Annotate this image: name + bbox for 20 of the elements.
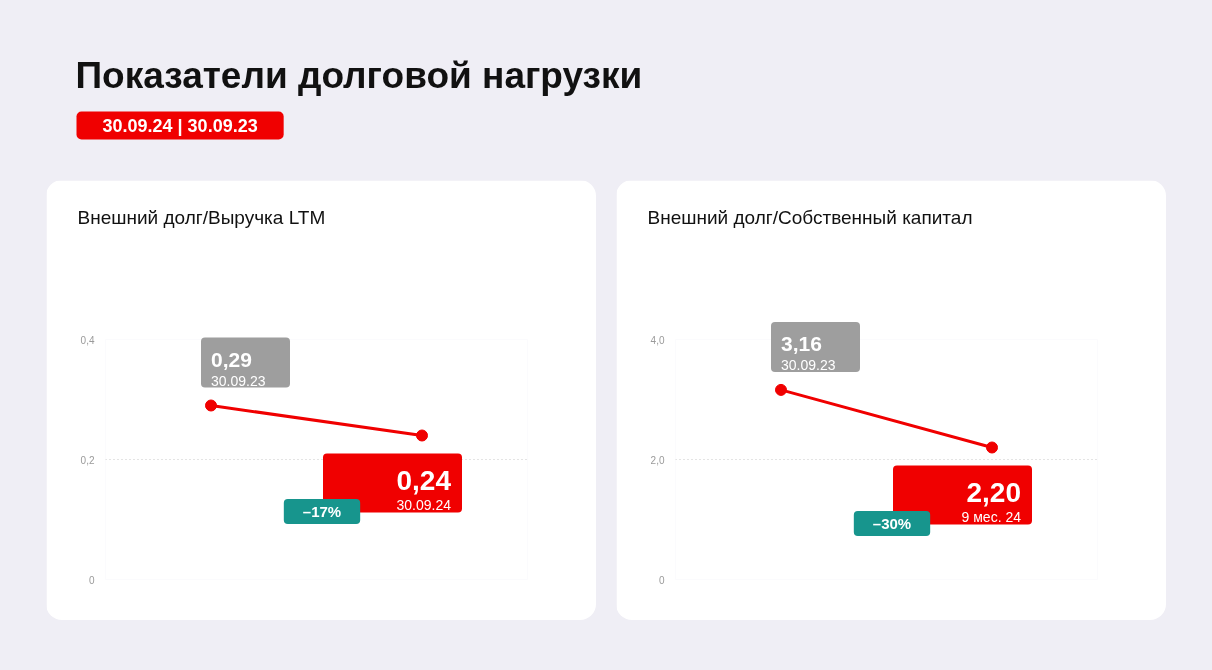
annotation: 30.09.24 xyxy=(396,496,452,513)
text: Показатели долговой нагрузки xyxy=(75,55,643,96)
annotation: –17% xyxy=(302,503,342,520)
data-label: 2,20 xyxy=(966,477,1021,508)
y-tick-label: 0,4 xyxy=(80,334,95,346)
text: 30.09.24 | 30.09.23 xyxy=(102,115,258,136)
annotation: 9 мес. 24 xyxy=(961,508,1022,525)
annotation: 30.09.23 xyxy=(211,372,266,389)
data-label: 0,29 xyxy=(211,347,252,371)
data-label: 3,16 xyxy=(781,331,822,355)
chart-title: Внешний долг/Собственный капитал xyxy=(647,207,973,228)
y-tick-label: 4,0 xyxy=(650,334,665,346)
chart-title: Внешний долг/Выручка LTM xyxy=(77,207,326,228)
y-tick-label: 0,2 xyxy=(80,454,95,466)
data-label: 0,24 xyxy=(396,465,452,496)
y-tick-label: 0 xyxy=(658,574,665,586)
annotation: –30% xyxy=(872,515,912,532)
y-tick-label: 0 xyxy=(88,574,95,586)
annotation: 30.09.23 xyxy=(781,356,836,373)
y-tick-label: 2,0 xyxy=(650,454,665,466)
